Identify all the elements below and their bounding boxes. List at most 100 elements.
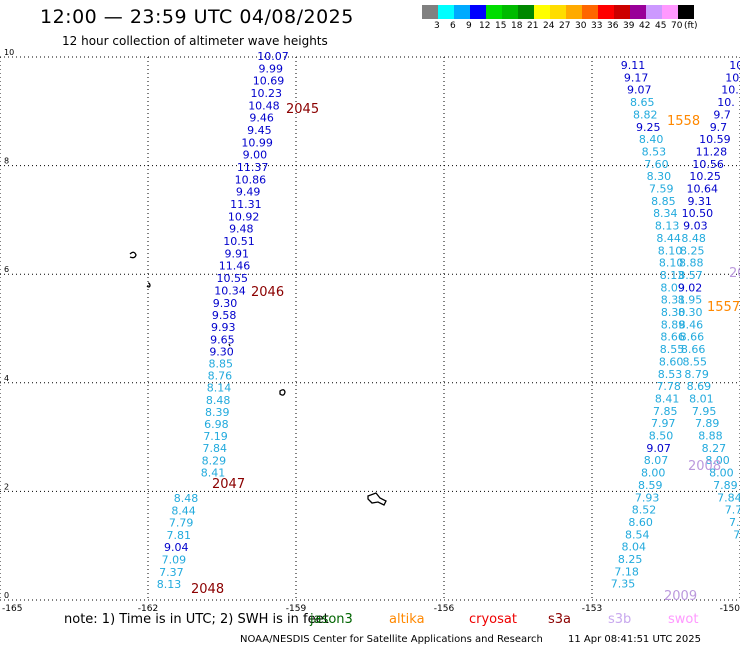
track-value-label: 7.81 [166,529,191,542]
color-scale-tick: 18 [511,21,523,31]
color-scale-tick: 42 [639,21,651,31]
coastline-fragment [279,389,286,396]
track-value-label: 7.89 [713,479,738,492]
track-value-label: 8.13 [660,269,685,282]
track-value-label: 8.07 [644,454,669,467]
color-swatch [582,5,598,19]
track-id-label: 1558 [667,114,700,129]
color-scale-tick: 6 [450,21,456,31]
track-value-label: 9.07 [646,442,671,455]
track-value-label: 10.59 [699,133,731,146]
y-tick-label: 2 [4,482,9,491]
track-value-label: 7.35 [611,578,636,591]
color-swatch [486,5,502,19]
track-value-label: 7.85 [653,405,678,418]
track-value-label: 7.6 [729,516,740,529]
track-id-label: 2045 [286,102,319,117]
track-value-label: 7.09 [162,554,187,567]
track-value-label: 7.19 [203,430,228,443]
track-value-label: 10.23 [250,87,282,100]
color-swatch [646,5,662,19]
track-value-label: 8.00 [641,467,666,480]
track-value-label: 6.98 [204,418,229,431]
track-value-label: 10.50 [682,207,714,220]
track-value-label: 8.29 [202,454,227,467]
track-value-label: 8.48 [174,492,199,505]
color-swatch [662,5,678,19]
track-value-label: 9.30 [209,345,234,358]
track-id-label: 2046 [251,285,284,300]
track-value-label: 8.66 [680,331,705,344]
track-value-label: 10.55 [217,272,249,285]
mission-s3b: s3b [608,612,632,627]
track-value-label: 10.69 [253,75,285,88]
track-id-label-partial: 20 [729,266,740,281]
color-swatch [550,5,566,19]
track-id-label: 2009 [664,589,697,604]
mission-swot: swot [668,612,699,627]
track-value-label: 11.28 [696,145,728,158]
track-value-label: 8.00 [709,467,734,480]
color-swatch [598,5,614,19]
track-value-label: 10.48 [248,99,280,112]
track-value-label: 8.57 [678,269,703,282]
mission-jason3: jason3 [310,612,353,627]
track-value-label: 7.18 [614,565,639,578]
track-value-label: 7.89 [695,417,720,430]
track-value-label: 8.85 [208,358,233,371]
color-swatch [614,5,630,19]
y-tick-label: 8 [4,157,9,166]
color-scale-tick: 33 [591,21,603,31]
track-value-label: 10.99 [241,136,273,149]
y-tick-label: 0 [4,591,9,600]
color-scale-legend [422,5,694,19]
track-value-label: 8.44 [171,504,196,517]
coastline-fragment [367,492,387,506]
mission-altika: altika [389,612,425,627]
track-value-label: 8.60 [628,516,653,529]
track-value-label: 7.79 [169,517,194,530]
color-swatch [566,5,582,19]
chart-subtitle: 12 hour collection of altimeter wave hei… [62,34,328,48]
credit-timestamp: 11 Apr 08:41:51 UTC 2025 [568,634,701,645]
track-value-label: 8.13 [655,220,680,233]
track-value-label: 8.40 [639,133,664,146]
color-scale-tick: 9 [466,21,472,31]
color-swatch [630,5,646,19]
track-id-label: 1557 [707,300,740,315]
track-value-label: 11.46 [219,260,251,273]
track-value-label: 8.66 [660,331,685,344]
track-value-label: 8.88 [698,430,723,443]
track-value-label: 9.02 [678,281,703,294]
track-value-label: 9.45 [247,124,272,137]
color-scale-tick: 27 [559,21,571,31]
track-value-label: 9.07 [627,84,652,97]
track-value-label: 7.37 [159,566,184,579]
mission-s3a: s3a [548,612,572,627]
track-value-label: 10. [729,59,740,72]
chart-title: 12:00 — 23:59 UTC 04/08/2025 [40,6,354,28]
color-scale-tick: 39 [623,21,635,31]
x-tick-label: -159 [286,604,307,614]
color-scale-tick: 24 [543,21,555,31]
color-scale-tick: 15 [495,21,507,31]
track-value-label: 8.10 [659,257,684,270]
track-value-label: 10.64 [687,183,719,196]
color-swatch [454,5,470,19]
track-value-label: 7.7 [725,504,740,517]
track-value-label: 8.41 [201,466,226,479]
y-tick-label: 10 [4,48,14,57]
track-value-label: 8.60 [659,355,684,368]
track-value-label: 10.34 [214,284,246,297]
color-swatch [534,5,550,19]
track-value-label: 10.07 [257,50,289,63]
track-value-label: 8.54 [625,528,650,541]
track-value-label: 8.31 [661,294,686,307]
track-value-label: 8.50 [649,430,674,443]
track-value-label: 10.25 [689,170,721,183]
track-value-label: 9.00 [243,149,268,162]
track-value-label: 8.09 [660,281,685,294]
track-value-label: 8.82 [633,108,658,121]
track-value-label: 8.39 [205,406,230,419]
y-tick-label: 4 [4,374,9,383]
